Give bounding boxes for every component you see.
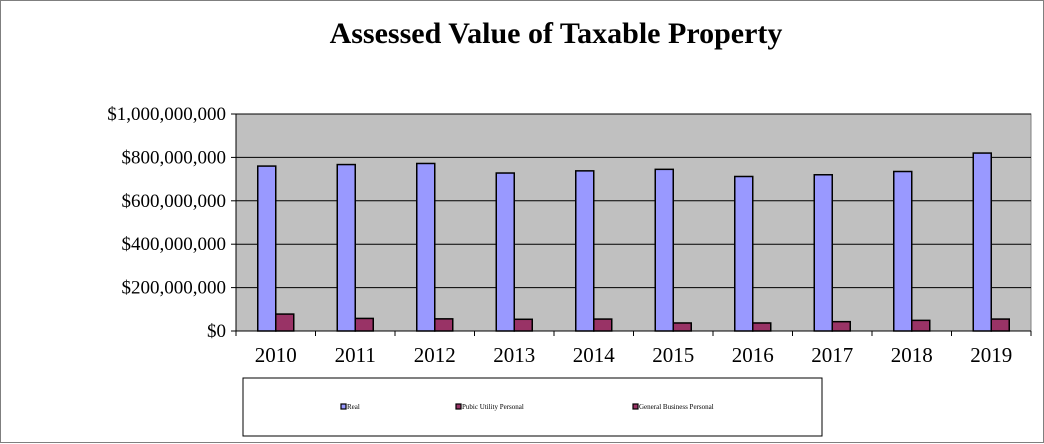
legend-label: Real bbox=[347, 403, 360, 411]
bar-public-utility-2014 bbox=[593, 318, 613, 332]
bar-public-utility-2018 bbox=[911, 319, 931, 332]
y-tick-label: $200,000,000 bbox=[122, 278, 227, 299]
bar-real-2013 bbox=[495, 172, 515, 332]
legend-label: General Business Personal bbox=[639, 403, 714, 411]
legend-swatch bbox=[632, 403, 639, 410]
y-tick-label: $1,000,000,000 bbox=[107, 104, 226, 125]
plot-area: $0 $200,000,000 $400,000,000 $600,000,000 $8… bbox=[107, 104, 1032, 367]
bar-real-2015 bbox=[654, 168, 674, 332]
x-tick-label: 2012 bbox=[414, 343, 456, 367]
bar-real-2012 bbox=[416, 162, 436, 332]
bar-public-utility-2011 bbox=[354, 317, 374, 332]
y-tick-label: $0 bbox=[207, 321, 226, 342]
x-tick-label: 2017 bbox=[811, 343, 853, 367]
x-tick-label: 2016 bbox=[732, 343, 774, 367]
legend: Real Pubic Utility Personal General Busine… bbox=[242, 377, 823, 437]
y-tick-label: $800,000,000 bbox=[122, 147, 227, 168]
bar-public-utility-2015 bbox=[672, 322, 692, 332]
x-tick-label: 2011 bbox=[335, 343, 376, 367]
bar-real-2014 bbox=[575, 170, 595, 332]
x-tick-label: 2018 bbox=[891, 343, 933, 367]
legend-swatch bbox=[340, 403, 347, 410]
bar-public-utility-2013 bbox=[513, 318, 533, 332]
bar-real-2016 bbox=[734, 175, 754, 332]
bar-public-utility-2019 bbox=[990, 318, 1010, 332]
y-tick-label: $600,000,000 bbox=[122, 191, 227, 212]
y-tick-label: $400,000,000 bbox=[122, 234, 227, 255]
x-tick-label: 2013 bbox=[493, 343, 535, 367]
x-tick-label: 2015 bbox=[652, 343, 694, 367]
x-tick-label: 2019 bbox=[970, 343, 1012, 367]
legend-label: Pubic Utility Personal bbox=[462, 403, 524, 411]
legend-swatch bbox=[455, 403, 462, 410]
bar-real-2010 bbox=[257, 165, 277, 332]
bar-public-utility-2010 bbox=[275, 313, 295, 332]
chart-title: Assessed Value of Taxable Property bbox=[330, 17, 783, 50]
bar-public-utility-2016 bbox=[752, 322, 772, 332]
bar-public-utility-2017 bbox=[831, 320, 851, 332]
bar-real-2017 bbox=[813, 174, 833, 332]
bar-real-2018 bbox=[893, 170, 913, 332]
bar-real-2019 bbox=[972, 152, 992, 332]
bar-public-utility-2012 bbox=[434, 318, 454, 332]
x-tick-label: 2014 bbox=[573, 343, 616, 367]
bar-real-2011 bbox=[336, 163, 356, 332]
x-tick-label: 2010 bbox=[255, 343, 297, 367]
legend-box bbox=[242, 377, 823, 437]
